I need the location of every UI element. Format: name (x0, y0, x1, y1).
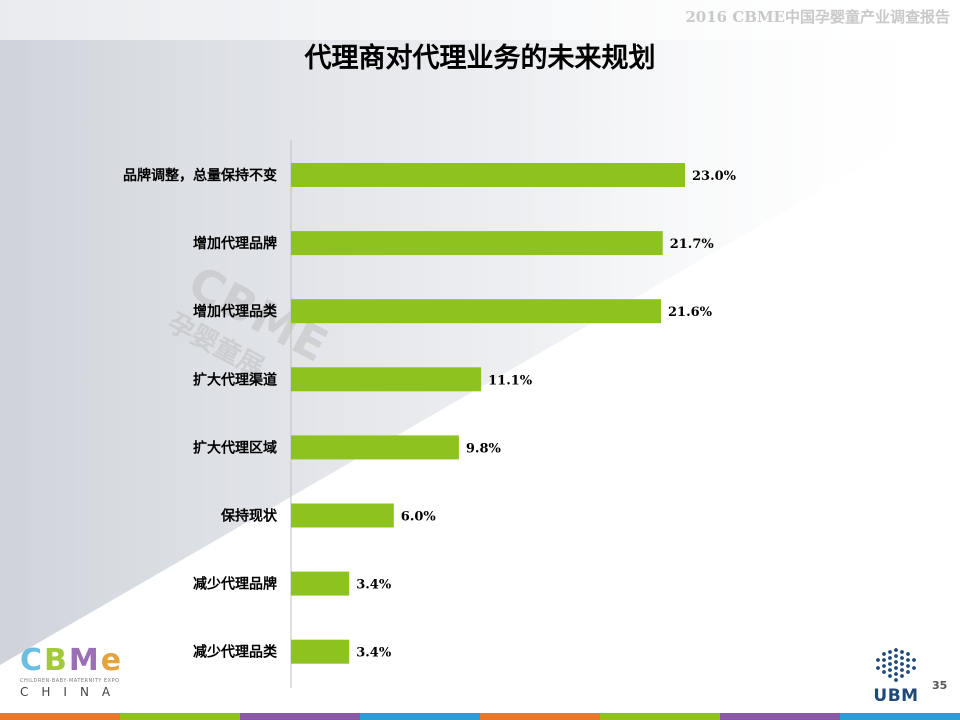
category-label: 保持现状 (220, 508, 278, 525)
value-label: 21.7% (670, 237, 715, 252)
ubm-text: UBM (873, 686, 919, 706)
value-label: 21.6% (668, 305, 713, 320)
bar (291, 503, 394, 528)
ubm-dots-icon (876, 648, 916, 682)
bar (291, 571, 350, 596)
ubm-logo: UBM (866, 648, 926, 708)
value-label: 6.0% (401, 510, 437, 525)
stripe-segment (480, 713, 600, 720)
value-label: 11.1% (488, 373, 533, 388)
cbme-letter: B (44, 643, 67, 678)
category-label: 增加代理品牌 (193, 235, 277, 252)
bottom-color-stripe (0, 713, 960, 720)
bar (291, 639, 350, 664)
value-label: 3.4% (356, 646, 392, 661)
stripe-segment (120, 713, 240, 720)
stripe-segment (720, 713, 840, 720)
value-label: 3.4% (356, 578, 392, 593)
category-label: 减少代理品类 (193, 644, 278, 661)
cbme-letter: e (100, 643, 122, 678)
stripe-segment (360, 713, 480, 720)
stripe-segment (0, 713, 120, 720)
category-label: 减少代理品牌 (193, 576, 277, 593)
bar (291, 435, 459, 460)
bar (291, 299, 662, 324)
cbme-letter: C (20, 643, 43, 678)
category-label: 扩大代理渠道 (193, 371, 277, 388)
value-label: 23.0% (692, 169, 737, 184)
category-label: 品牌调整，总量保持不变 (123, 167, 277, 184)
page-title: 代理商对代理业务的未来规划 (304, 43, 656, 74)
value-label: 9.8% (466, 441, 502, 456)
cbme-tagline: CHILDREN·BABY·MATERNITY EXPO (20, 678, 120, 684)
category-label: 增加代理品类 (193, 303, 278, 320)
stripe-segment (600, 713, 720, 720)
stripe-segment (840, 713, 960, 720)
page-number: 35 (932, 679, 948, 692)
cbme-country: CHINA (20, 685, 124, 699)
stripe-segment (240, 713, 360, 720)
category-label: 扩大代理区域 (193, 439, 277, 456)
bar (291, 163, 685, 187)
bar (291, 367, 482, 392)
bar (291, 231, 663, 256)
cbme-letter: M (68, 643, 99, 678)
report-title: 2016 CBME中国孕婴童产业调查报告 (685, 8, 950, 26)
